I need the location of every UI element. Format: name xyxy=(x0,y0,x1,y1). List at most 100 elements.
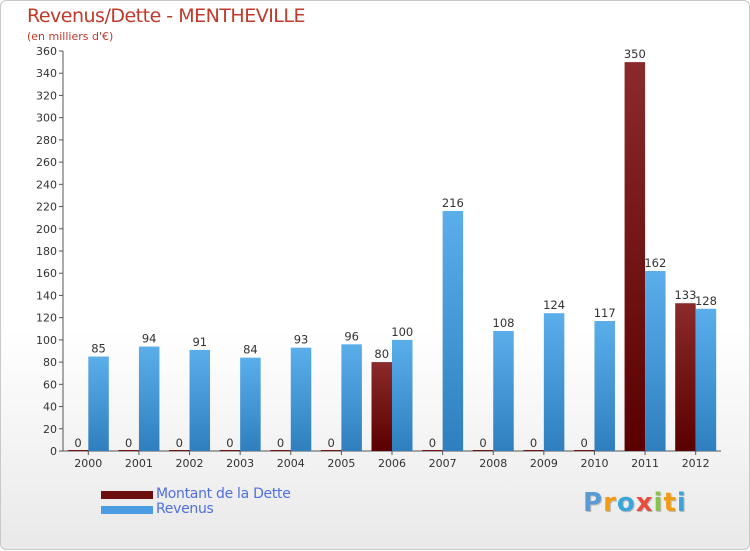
y-tick-label: 360 xyxy=(36,45,57,58)
x-tick-label: 2002 xyxy=(176,457,204,470)
y-tick-label: 280 xyxy=(36,134,57,147)
y-tick-label: 80 xyxy=(43,356,57,369)
chart-subtitle: (en milliers d'€) xyxy=(27,30,114,43)
x-tick-label: 2005 xyxy=(327,457,355,470)
bar-revenus xyxy=(290,347,312,451)
chart-title: Revenus/Dette - MENTHEVILLE xyxy=(27,5,306,27)
y-axis: 0 20 40 60 80 100 120 140 160 180 200 220 240 260 280 3… xyxy=(36,45,64,458)
bar-revenus xyxy=(341,344,362,451)
bar-label-revenus: 128 xyxy=(695,294,717,308)
logo-letter: x xyxy=(635,488,654,518)
x-tick-label: 2007 xyxy=(429,457,457,470)
bar-dette xyxy=(624,62,646,451)
logo-letter: t xyxy=(663,488,677,518)
bar-label-revenus: 108 xyxy=(493,316,515,330)
bar-dette xyxy=(371,362,392,451)
bar-label-revenus: 85 xyxy=(91,342,106,356)
bar-dette xyxy=(219,450,241,451)
bar-label-dette: 0 xyxy=(581,436,588,450)
bar-label-dette: 0 xyxy=(327,436,334,450)
x-tick-label: 2000 xyxy=(74,457,102,470)
bar-revenus xyxy=(493,331,514,451)
logo-letter: o xyxy=(616,488,636,518)
y-tick-label: 120 xyxy=(36,312,57,325)
logo-letter: P xyxy=(583,488,604,518)
x-tick-label: 2011 xyxy=(631,457,659,470)
y-tick-label: 320 xyxy=(36,89,57,102)
bar-revenus xyxy=(138,346,160,451)
bar-revenus xyxy=(189,349,211,451)
bar-label-dette: 0 xyxy=(125,436,132,450)
logo-letter: r xyxy=(603,488,617,518)
y-tick-label: 340 xyxy=(36,67,57,80)
bar-revenus xyxy=(442,211,464,451)
bar-label-dette: 0 xyxy=(479,436,486,450)
bar-label-revenus: 93 xyxy=(294,333,309,347)
bar-label-dette: 80 xyxy=(374,347,389,361)
bar-revenus xyxy=(240,357,261,451)
bar-revenus xyxy=(543,313,565,451)
logo-letter: i xyxy=(653,488,664,518)
bar-revenus xyxy=(88,356,109,451)
x-tick-label: 2012 xyxy=(682,457,710,470)
bar-label-revenus: 94 xyxy=(142,332,157,346)
legend-swatch-revenus xyxy=(101,506,153,514)
bar-label-revenus: 216 xyxy=(442,196,464,210)
bar-label-dette: 0 xyxy=(176,436,183,450)
x-tick-label: 2006 xyxy=(378,457,406,470)
bar-label-revenus: 84 xyxy=(243,343,258,357)
bar-label-dette: 0 xyxy=(277,436,284,450)
bar-label-dette: 0 xyxy=(226,436,233,450)
y-tick-label: 40 xyxy=(43,401,57,414)
bar-label-dette: 350 xyxy=(624,47,646,61)
y-tick-label: 240 xyxy=(36,178,57,191)
legend-swatch-dette xyxy=(101,491,153,499)
bar-label-dette: 0 xyxy=(429,436,436,450)
y-tick-label: 100 xyxy=(36,334,57,347)
x-tick-label: 2008 xyxy=(479,457,507,470)
bar-revenus xyxy=(695,308,717,451)
y-tick-label: 140 xyxy=(36,289,57,302)
bar-label-revenus: 91 xyxy=(192,335,207,349)
bar-dette xyxy=(472,450,494,451)
bar-label-revenus: 124 xyxy=(543,298,565,312)
bar-label-revenus: 100 xyxy=(391,325,413,339)
bars-group xyxy=(67,62,717,451)
x-tick-label: 2010 xyxy=(580,457,608,470)
y-tick-label: 180 xyxy=(36,245,57,258)
bar-dette xyxy=(118,450,139,451)
bar-revenus xyxy=(645,271,666,451)
bar-label-revenus: 162 xyxy=(644,256,666,270)
bar-dette xyxy=(573,450,595,451)
bar-revenus xyxy=(392,339,413,451)
x-tick-label: 2001 xyxy=(125,457,153,470)
bar-dette xyxy=(675,303,696,451)
y-tick-label: 160 xyxy=(36,267,57,280)
bar-label-revenus: 96 xyxy=(344,329,359,343)
y-tick-label: 0 xyxy=(50,445,57,458)
bar-dette xyxy=(422,450,443,451)
x-tick-label: 2004 xyxy=(277,457,305,470)
y-tick-label: 300 xyxy=(36,112,57,125)
bar-dette xyxy=(169,450,190,451)
bar-label-revenus: 117 xyxy=(594,306,616,320)
y-tick-label: 60 xyxy=(43,378,57,391)
legend-label-dette: Montant de la Dette xyxy=(156,486,291,502)
x-tick-label: 2003 xyxy=(226,457,254,470)
bar-dette xyxy=(320,450,342,451)
bar-dette xyxy=(270,450,291,451)
x-tick-label: 2009 xyxy=(530,457,558,470)
bar-dette xyxy=(523,450,544,451)
logo-letter: i xyxy=(676,488,687,518)
legend-label-revenus: Revenus xyxy=(156,501,214,517)
bar-label-dette: 0 xyxy=(74,436,81,450)
x-axis: 2000 2001 2002 2003 2004 2005 2006 2007 2008 2009… xyxy=(63,450,721,470)
bar-label-dette: 133 xyxy=(674,288,696,302)
bar-label-dette: 0 xyxy=(530,436,537,450)
bar-revenus xyxy=(594,321,615,451)
y-tick-label: 20 xyxy=(43,423,57,436)
bar-dette xyxy=(67,450,89,451)
